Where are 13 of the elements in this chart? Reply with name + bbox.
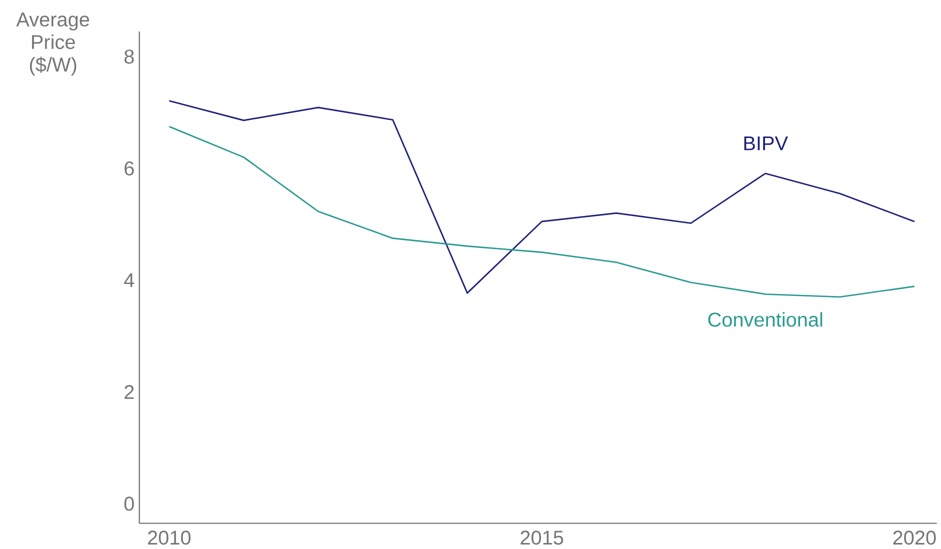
x-tick-label: 2015	[520, 530, 564, 545]
line-series	[168, 126, 916, 298]
x-tick-label: 2020	[893, 530, 936, 545]
series-label: Conventional	[708, 312, 822, 327]
y-tick-label: 6	[124, 161, 134, 176]
y-tick-label: 4	[124, 273, 134, 287]
series-label: BIPV	[744, 136, 788, 150]
y-tick-label: 2	[124, 384, 134, 399]
x-tick-label: 2010	[148, 530, 191, 545]
y-axis-title: Average Price ($/W)	[16, 12, 90, 76]
y-tick-label: 0	[124, 496, 134, 511]
line-series	[168, 100, 916, 294]
y-tick-label: 8	[124, 50, 134, 64]
